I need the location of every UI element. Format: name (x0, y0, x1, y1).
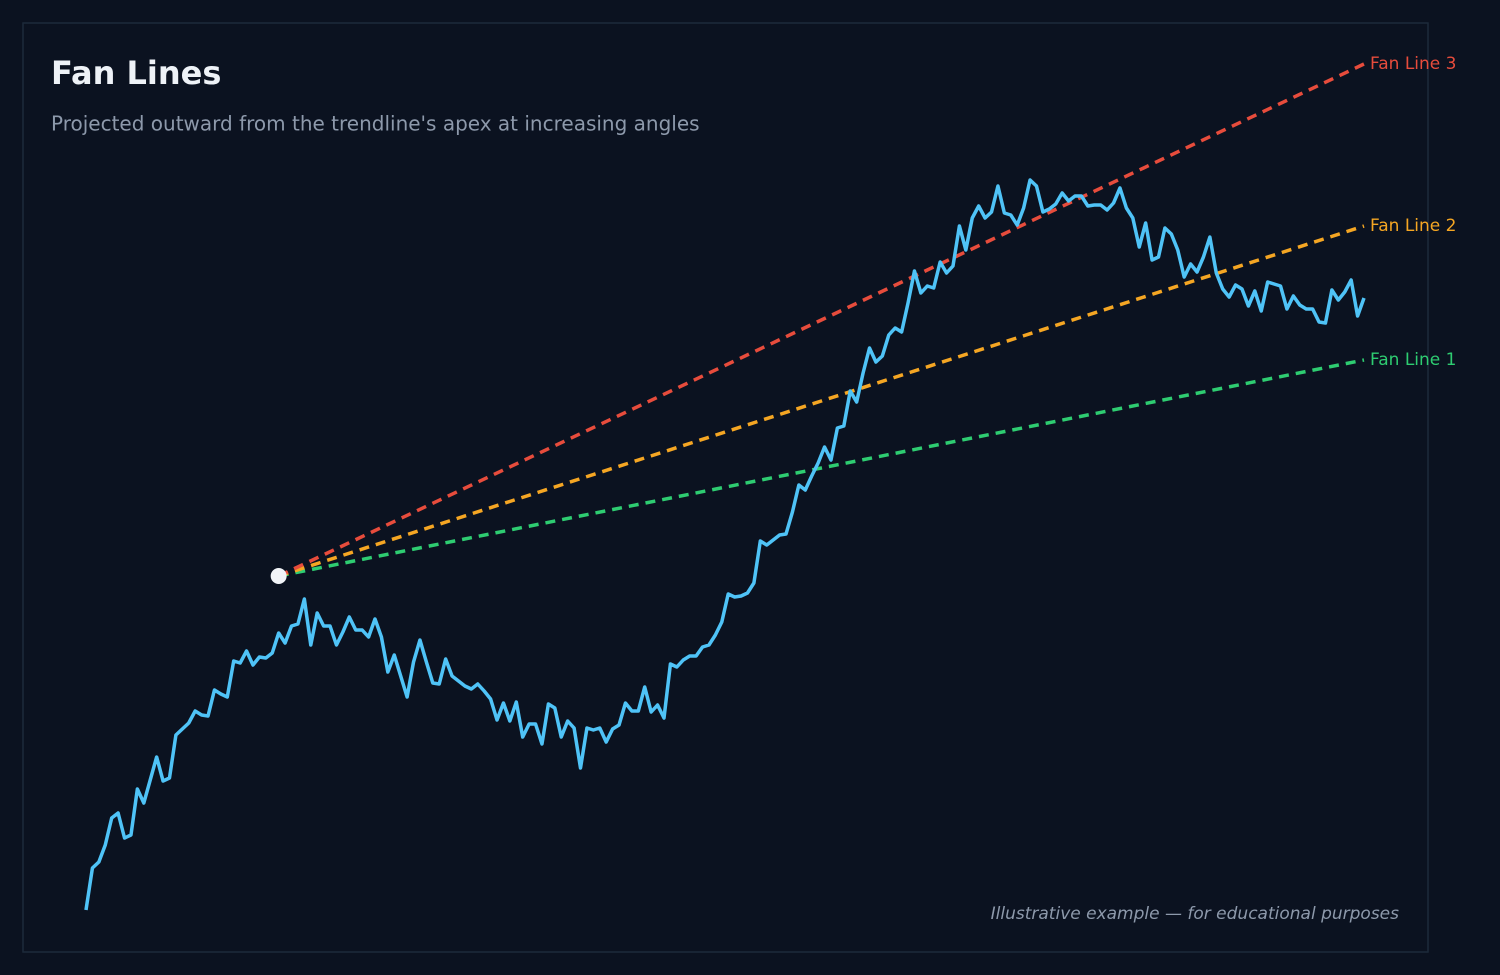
apex-point (270, 568, 287, 584)
footnote: Illustrative example — for educational p… (991, 904, 1399, 924)
price-line (84, 178, 1366, 911)
chart-title: Fan Lines (51, 54, 221, 92)
fan-line (278, 224, 1365, 578)
chart-subtitle: Projected outward from the trendline's a… (51, 112, 700, 136)
fan-line-label: Fan Line 3 (1370, 54, 1456, 74)
frame (22, 22, 1429, 953)
fan-line (278, 358, 1365, 578)
fan-line-label: Fan Line 2 (1370, 216, 1456, 236)
fan-line-label: Fan Line 1 (1370, 350, 1456, 370)
fan-line (277, 62, 1365, 578)
